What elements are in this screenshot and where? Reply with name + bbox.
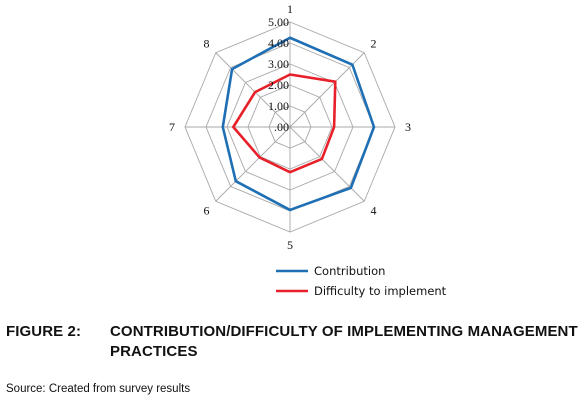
series-difficulty-line: [232, 73, 337, 174]
axis-label-1: 1: [287, 2, 293, 16]
tick-label: .00: [274, 120, 289, 134]
radar-chart: .00 1.00 2.00 3.00 4.00 5.001 2 3 4 5 6 7 8 Contribu…: [169, 2, 447, 298]
radar-labels: .00 1.00 2.00 3.00 4.00 5.001 2 3 4 5 6 7 8: [169, 2, 411, 252]
spoke-4: [289, 126, 365, 202]
radar-grid: [184, 21, 396, 233]
legend: Contribution Difficulty to implement: [276, 264, 447, 298]
legend-label-contribution: Contribution: [314, 264, 385, 278]
spoke-8: [215, 52, 291, 128]
tick-label: 5.00: [268, 15, 289, 29]
axis-label-5: 5: [287, 238, 293, 252]
tick-label: 4.00: [268, 36, 289, 50]
tick-label: 1.00: [268, 99, 289, 113]
legend-label-difficulty: Difficulty to implement: [314, 284, 447, 298]
axis-label-4: 4: [370, 203, 376, 217]
axis-label-2: 2: [370, 37, 376, 51]
source-note: Source: Created from survey results: [6, 383, 191, 395]
series-contribution-line: [221, 36, 376, 212]
axis-label-8: 8: [204, 37, 210, 51]
figure-title: CONTRIBUTION/DIFFICULTY OF IMPLEMENTING …: [110, 323, 578, 360]
tick-label: 3.00: [268, 57, 289, 71]
figure-number: FIGURE 2:: [6, 323, 82, 340]
radar-series: [221, 36, 376, 212]
spoke-6: [215, 126, 291, 202]
axis-label-7: 7: [169, 120, 175, 134]
axis-label-3: 3: [405, 120, 411, 134]
tick-label: 2.00: [268, 78, 289, 92]
axis-label-6: 6: [204, 203, 210, 217]
